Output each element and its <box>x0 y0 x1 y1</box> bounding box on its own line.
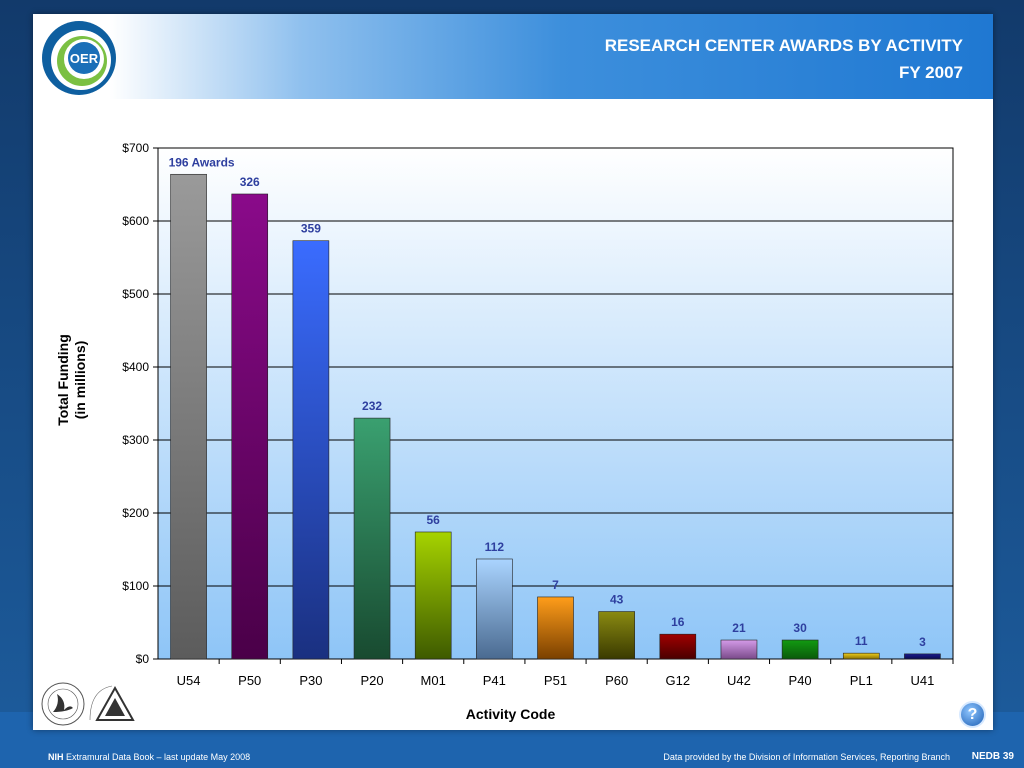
data-label: 56 <box>427 513 441 527</box>
nih-seal-icon <box>89 685 135 721</box>
x-tick-label: P40 <box>789 673 812 688</box>
bar-p30 <box>292 240 330 660</box>
bar-g12 <box>659 633 697 660</box>
y-axis-title: Total Funding(in millions) <box>55 334 88 426</box>
seals-group <box>41 682 135 726</box>
y-tick-label: $200 <box>122 506 149 520</box>
slide-header: OER RESEARCH CENTER AWARDS BY ACTIVITY F… <box>33 14 993 99</box>
y-axis-title-line: (in millions) <box>72 341 88 420</box>
y-axis-title-line: Total Funding <box>55 334 71 426</box>
bar-m01 <box>414 531 452 660</box>
data-label: 232 <box>362 399 382 413</box>
footer-page-number: NEDB 39 <box>971 751 1014 762</box>
data-label: 112 <box>485 540 505 554</box>
bar-p51 <box>537 596 574 660</box>
x-tick-label: PL1 <box>850 673 873 688</box>
data-label: 359 <box>301 222 321 236</box>
bar-u54 <box>170 173 207 660</box>
plot-area <box>158 148 953 659</box>
footer-source: Data provided by the Division of Informa… <box>663 752 950 762</box>
title-line-2: FY 2007 <box>899 63 963 82</box>
x-tick-label: P30 <box>299 673 322 688</box>
logo-text: OER <box>70 51 99 66</box>
x-tick-label: P51 <box>544 673 567 688</box>
x-tick-label: P50 <box>238 673 261 688</box>
data-label: 3 <box>919 635 926 649</box>
bar-p50 <box>231 193 269 660</box>
x-axis-title: Activity Code <box>466 706 556 722</box>
x-tick-label: U54 <box>177 673 201 688</box>
x-tick-label: U41 <box>910 673 934 688</box>
data-label: 43 <box>610 593 624 607</box>
y-tick-label: $300 <box>122 433 149 447</box>
x-tick-label: U42 <box>727 673 751 688</box>
y-tick-label: $100 <box>122 579 149 593</box>
x-tick-label: P41 <box>483 673 506 688</box>
y-tick-label: $0 <box>136 652 150 666</box>
bar-p40 <box>781 639 819 660</box>
data-label: 196 Awards <box>169 155 235 169</box>
y-tick-label: $500 <box>122 287 149 301</box>
data-label: 326 <box>240 175 260 189</box>
bar-pl1 <box>842 652 880 660</box>
bar-p20 <box>353 417 391 660</box>
y-tick-label: $400 <box>122 360 149 374</box>
data-label: 21 <box>732 621 746 635</box>
oer-logo-icon: OER <box>42 21 116 95</box>
x-tick-label: M01 <box>421 673 446 688</box>
data-label: 7 <box>552 578 559 592</box>
bar-u42 <box>720 639 758 660</box>
footer-left: NIH Extramural Data Book – last update M… <box>48 752 250 762</box>
data-label: 11 <box>855 634 868 648</box>
data-label: 30 <box>793 621 807 635</box>
x-tick-label: G12 <box>666 673 691 688</box>
y-tick-label: $600 <box>122 214 149 228</box>
hhs-seal-icon <box>41 682 85 726</box>
x-tick-label: P60 <box>605 673 628 688</box>
page-title: RESEARCH CENTER AWARDS BY ACTIVITY FY 20… <box>605 32 963 86</box>
x-tick-label: P20 <box>360 673 383 688</box>
bar-u41 <box>904 653 941 660</box>
bar-p41 <box>476 558 513 660</box>
help-button[interactable]: ? <box>959 701 986 728</box>
data-label: 16 <box>671 615 685 629</box>
footer-databook-text: Extramural Data Book – last update May 2… <box>63 752 251 762</box>
footer-nih-label: NIH <box>48 752 64 762</box>
bar-p60 <box>598 611 635 660</box>
y-tick-label: $700 <box>122 141 149 155</box>
title-line-1: RESEARCH CENTER AWARDS BY ACTIVITY <box>604 36 963 55</box>
